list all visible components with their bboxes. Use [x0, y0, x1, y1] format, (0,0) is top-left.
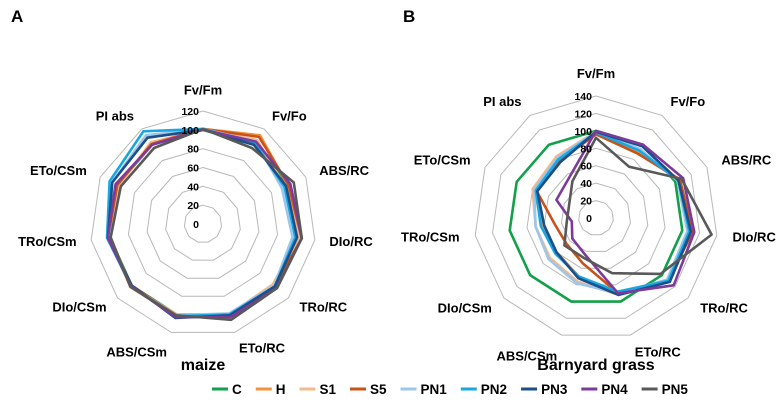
axis-label-dio-csm: DIo/CSm [52, 300, 106, 315]
legend-label-pn4: PN4 [601, 382, 628, 397]
axis-label-fv-fo: Fv/Fo [272, 109, 307, 124]
radial-tick-label: 120 [181, 106, 199, 118]
grid-ring [560, 182, 632, 252]
axis-label-eto-rc: ETo/RC [635, 344, 682, 359]
series-line-pn5 [109, 127, 304, 322]
grid-ring [543, 165, 649, 269]
radial-tick-label: 60 [580, 161, 592, 173]
radial-tick-label: 80 [580, 143, 592, 155]
legend-label-s1: S1 [320, 382, 337, 397]
legend-label-c: C [232, 382, 242, 397]
axis-label-dio-rc: DIo/RC [329, 234, 373, 249]
axis-label-eto-rc: ETo/RC [239, 341, 286, 356]
axis-label-fv-fo: Fv/Fo [671, 94, 706, 109]
grid-ring [146, 166, 260, 279]
axis-label-abs-rc: ABS/RC [319, 163, 369, 178]
axis-label-abs-rc: ABS/RC [721, 153, 771, 168]
radial-tick-label: 140 [574, 91, 592, 103]
axis-label-dio-rc: DIo/RC [733, 230, 777, 245]
axis-label-eto-csm: ETo/CSm [414, 153, 471, 168]
axis-label-tro-rc: TRo/RC [300, 300, 348, 315]
axis-label-abs-csm: ABS/CSm [106, 345, 167, 360]
radial-tick-label: 80 [187, 144, 199, 156]
radial-tick-label: 0 [193, 219, 199, 231]
legend-label-s5: S5 [370, 382, 387, 397]
axis-label-tro-csm: TRo/CSm [401, 230, 460, 245]
axis-label-fv-fm: Fv/Fm [577, 66, 615, 81]
grid-ring [578, 200, 614, 236]
radial-tick-label: 40 [580, 178, 592, 190]
legend-label-pn5: PN5 [662, 382, 689, 397]
grid-ring [474, 95, 718, 336]
legend: C H S1 S5 PN1 PN2 PN3 PN4 PN5 [212, 382, 688, 397]
radial-tick-label: 20 [187, 200, 199, 212]
panel-letter: B [403, 7, 415, 26]
panel-caption: maize [181, 357, 226, 374]
radial-tick-label: 40 [187, 181, 199, 193]
series-line-pn3 [535, 130, 693, 297]
axis-label-pi-abs: PI abs [483, 94, 521, 109]
radial-tick-label: 100 [181, 125, 199, 137]
axis-label-dio-csm: DIo/CSm [438, 300, 492, 315]
grid-ring [127, 148, 279, 297]
panel-letter: A [11, 7, 23, 26]
grid-ring [90, 110, 316, 333]
radar-panel-barnyard-grass: B 0 20 40 60 80 100 120 140 Fv/Fm Fv/Fo ABS/RC DIo/R… [401, 7, 776, 374]
legend-label-pn1: PN1 [421, 382, 448, 397]
legend-label-h: H [276, 382, 286, 397]
series-line-pn5 [563, 136, 713, 276]
radial-tick-label: 100 [574, 126, 592, 138]
axis-label-abs-csm: ABS/CSm [497, 348, 558, 363]
axis-label-tro-csm: TRo/CSm [18, 234, 77, 249]
grid-ring [165, 185, 241, 261]
radial-tick-label: 120 [574, 108, 592, 120]
radial-tick-label: 0 [586, 213, 592, 225]
axis-label-pi-abs: PI abs [96, 109, 134, 124]
radar-panel-maize: A 0 20 40 60 80 100 120 Fv/Fm Fv/Fo ABS/RC DIo/RC TR… [11, 7, 373, 374]
panel-caption: Barnyard grass [537, 357, 654, 374]
radial-tick-label: 60 [187, 163, 199, 175]
series-line-pn4 [555, 129, 696, 295]
grid-ring [183, 204, 223, 243]
axis-label-tro-rc: TRo/RC [700, 300, 748, 315]
grid-ring [491, 112, 701, 319]
radial-tick-label: 20 [580, 196, 592, 208]
legend-label-pn3: PN3 [541, 382, 568, 397]
legend-label-pn2: PN2 [481, 382, 507, 397]
axis-label-fv-fm: Fv/Fm [184, 82, 222, 97]
axis-label-eto-csm: ETo/CSm [30, 163, 87, 178]
